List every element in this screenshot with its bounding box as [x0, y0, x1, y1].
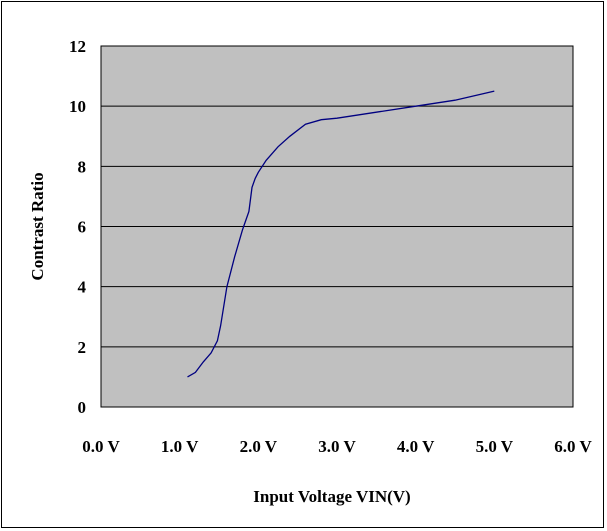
y-tick-label: 0 [78, 398, 87, 417]
y-tick-label: 10 [69, 97, 86, 116]
x-tick-label: 6.0 V [554, 437, 592, 456]
x-tick-label: 0.0 V [82, 437, 120, 456]
x-tick-label: 4.0 V [397, 437, 435, 456]
x-tick-label: 3.0 V [318, 437, 356, 456]
x-tick-labels: 0.0 V 1.0 V 2.0 V 3.0 V 4.0 V 5.0 V 6.0 V [82, 437, 592, 456]
y-tick-label: 2 [78, 338, 87, 357]
y-tick-label: 8 [78, 157, 87, 176]
y-tick-labels: 0 2 4 6 8 10 12 [69, 37, 87, 417]
x-tick-label: 2.0 V [240, 437, 278, 456]
y-tick-label: 12 [69, 37, 86, 56]
y-tick-label: 6 [78, 218, 87, 237]
y-tick-label: 4 [78, 278, 87, 297]
gridlines [101, 45, 573, 348]
x-tick-label: 1.0 V [161, 437, 199, 456]
x-axis-title: Input Voltage VIN(V) [253, 487, 410, 506]
x-tick-label: 5.0 V [476, 437, 514, 456]
y-axis-title: Contrast Ratio [28, 172, 47, 280]
contrast-ratio-line [187, 90, 495, 378]
